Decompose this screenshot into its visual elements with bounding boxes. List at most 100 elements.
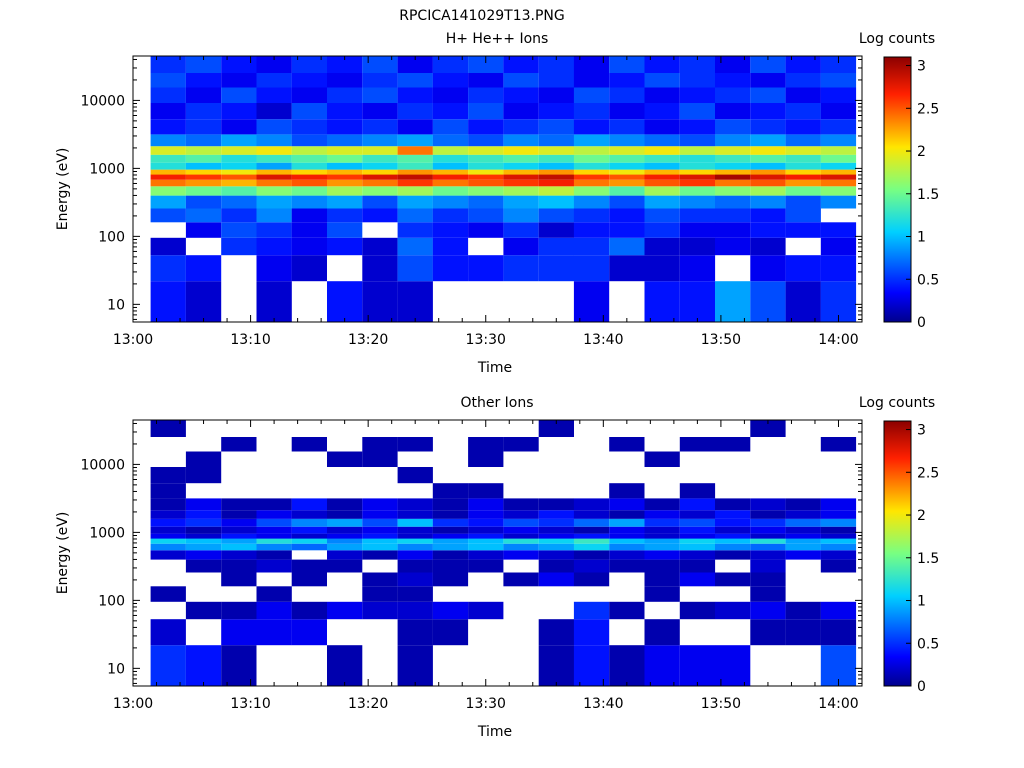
- heatmap-cell: [750, 237, 786, 256]
- heatmap-cell: [573, 103, 610, 120]
- heatmap-cell: [291, 255, 327, 282]
- heatmap-cell: [362, 451, 398, 467]
- heatmap-cell: [150, 518, 186, 527]
- heatmap-cell: [644, 510, 680, 519]
- heatmap-cell: [221, 154, 257, 163]
- x-axis-label: Time: [477, 724, 512, 740]
- heatmap-cell: [679, 56, 716, 73]
- y-tick-label: 10: [107, 297, 125, 313]
- heatmap-cell: [221, 518, 257, 527]
- heatmap-cell: [609, 510, 645, 519]
- heatmap-cell: [185, 154, 222, 163]
- heatmap-cell: [397, 518, 433, 527]
- heatmap-cell: [327, 543, 363, 551]
- heatmap-cell: [150, 619, 186, 646]
- heatmap-cell: [785, 601, 821, 620]
- heatmap-cell: [256, 237, 292, 256]
- heatmap-cell: [185, 162, 222, 170]
- heatmap-cell: [397, 169, 433, 175]
- heatmap-cell: [785, 281, 821, 322]
- heatmap-cell: [150, 208, 186, 223]
- heatmap-cell: [397, 208, 433, 223]
- heatmap-cell: [503, 73, 539, 88]
- heatmap-cell: [750, 222, 786, 238]
- heatmap-cell: [820, 119, 857, 135]
- heatmap-cell: [150, 526, 186, 534]
- heatmap-cell: [538, 146, 574, 155]
- heatmap-cell: [750, 619, 786, 646]
- heatmap-cell: [820, 543, 857, 551]
- heatmap-cell: [750, 73, 786, 88]
- heatmap-cell: [432, 572, 469, 587]
- colorbar: [883, 56, 912, 323]
- heatmap-cell: [150, 162, 186, 170]
- heatmap-cell: [644, 208, 680, 223]
- heatmap-cell: [609, 437, 645, 452]
- heatmap-cell: [679, 538, 716, 544]
- heatmap-cell: [397, 174, 433, 180]
- heatmap-cell: [432, 237, 469, 256]
- heatmap-cell: [609, 195, 645, 209]
- colorbar-label: Log counts: [859, 395, 935, 411]
- heatmap-cell: [221, 87, 257, 103]
- heatmap-cell: [679, 533, 716, 539]
- heatmap-cell: [679, 119, 716, 135]
- heatmap-cell: [715, 281, 751, 322]
- heatmap-cell: [785, 73, 821, 88]
- heatmap-cell: [573, 237, 610, 256]
- heatmap-cell: [432, 208, 469, 223]
- heatmap-cell: [468, 134, 504, 147]
- heatmap-cell: [256, 119, 292, 135]
- heatmap-cell: [820, 255, 857, 282]
- heatmap-cell: [185, 255, 222, 282]
- heatmap-cell: [256, 208, 292, 223]
- heatmap-cell: [820, 195, 857, 209]
- heatmap-cell: [327, 538, 363, 544]
- heatmap-cell: [291, 119, 327, 135]
- heatmap-cell: [221, 619, 257, 646]
- heatmap-cell: [750, 281, 786, 322]
- x-tick-label: 13:50: [701, 332, 741, 348]
- heatmap-cell: [221, 134, 257, 147]
- heatmap-cell: [750, 119, 786, 135]
- heatmap-cell: [256, 255, 292, 282]
- heatmap-cell: [715, 73, 751, 88]
- heatmap-cell: [573, 186, 610, 196]
- heatmap-cell: [256, 559, 292, 573]
- heatmap-cell: [503, 538, 539, 544]
- heatmap-cell: [785, 174, 821, 180]
- heatmap-cell: [362, 586, 398, 602]
- heatmap-cell: [503, 146, 539, 155]
- heatmap-cell: [820, 56, 857, 73]
- heatmap-cell: [397, 146, 433, 155]
- heatmap-cell: [715, 154, 751, 163]
- heatmap-cell: [750, 186, 786, 196]
- heatmap-cell: [820, 154, 857, 163]
- heatmap-cell: [185, 56, 222, 73]
- heatmap-cell: [291, 208, 327, 223]
- heatmap-cell: [432, 169, 469, 175]
- heatmap-cell: [468, 255, 504, 282]
- heatmap-cell: [538, 510, 574, 519]
- heatmap-cells: [150, 56, 857, 322]
- heatmap-cell: [538, 179, 574, 187]
- heatmap-cell: [573, 208, 610, 223]
- heatmap-cell: [362, 179, 398, 187]
- heatmap-cell: [503, 572, 539, 587]
- heatmap-cell: [362, 498, 398, 511]
- heatmap-cell: [644, 162, 680, 170]
- heatmap-cell: [327, 533, 363, 539]
- heatmap-cell: [397, 498, 433, 511]
- heatmap-cell: [362, 154, 398, 163]
- colorbar-ticks: 0 0.5 1 1.5 2 2.5 3: [906, 59, 939, 331]
- heatmap-cell: [820, 162, 857, 170]
- heatmap-cell: [715, 174, 751, 180]
- heatmap-cell: [750, 559, 786, 573]
- heatmap-cell: [291, 222, 327, 238]
- heatmap-cell: [679, 645, 716, 686]
- heatmap-cell: [150, 538, 186, 544]
- heatmap-cell: [750, 169, 786, 175]
- heatmap-cell: [221, 208, 257, 223]
- heatmap-cell: [820, 237, 857, 256]
